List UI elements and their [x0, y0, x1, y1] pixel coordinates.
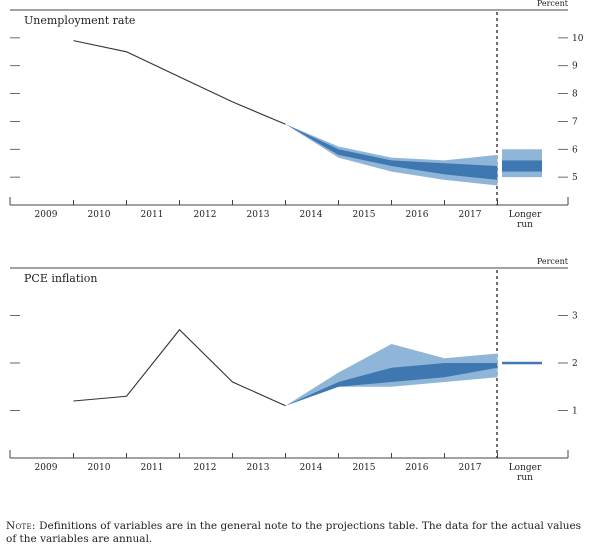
central-tendency-band — [285, 363, 498, 406]
x-tick-label: 2012 — [194, 463, 217, 473]
figure-note: Note: Definitions of variables are in th… — [6, 520, 594, 546]
x-tick-label: Longer — [509, 210, 542, 220]
x-tick-label: 2010 — [88, 463, 111, 473]
x-tick-label: 2017 — [459, 463, 482, 473]
y-tick-label: 1 — [572, 407, 578, 417]
y-tick-label: 5 — [572, 173, 578, 183]
y-tick-label: 10 — [572, 34, 584, 44]
unit-label: Percent — [537, 0, 569, 8]
chart-panel-2: Percent PCE inflation 2009 2010 2011 2012 2013… — [9, 257, 578, 483]
y-tick-label: 6 — [572, 145, 578, 155]
y-tick-label: 2 — [572, 359, 578, 369]
projection-figure: Percent Unemployment rate 2009 2010 2011 2012… — [9, 0, 584, 483]
longer-run-central-tendency — [502, 362, 542, 365]
y-tick-label: 9 — [572, 62, 578, 72]
x-tick-label: 2011 — [141, 463, 164, 473]
x-tick-label: 2014 — [300, 210, 323, 220]
x-tick-label: 2009 — [35, 210, 58, 220]
actual-line — [73, 328, 286, 407]
x-tick-label: 2015 — [353, 210, 376, 220]
x-tick-label: 2016 — [406, 210, 429, 220]
x-tick-label: 2012 — [194, 210, 217, 220]
y-tick-label: 7 — [572, 117, 578, 127]
x-tick-label: 2013 — [247, 463, 270, 473]
panel-title: PCE inflation — [24, 272, 98, 285]
panel-title: Unemployment rate — [24, 14, 135, 27]
x-tick-label: 2016 — [406, 463, 429, 473]
x-tick-label: 2017 — [459, 210, 482, 220]
x-tick-label: run — [517, 473, 533, 483]
x-tick-label: 2010 — [88, 210, 111, 220]
y-tick-label: 8 — [572, 90, 578, 100]
x-tick-label: 2014 — [300, 463, 323, 473]
x-tick-label: run — [517, 220, 533, 230]
unit-label: Percent — [537, 257, 569, 266]
x-tick-label: 2015 — [353, 463, 376, 473]
note-text: Definitions of variables are in the gene… — [6, 520, 582, 545]
x-tick-label: Longer — [509, 463, 542, 473]
central-tendency-band — [285, 124, 498, 180]
x-tick-label: 2009 — [35, 463, 58, 473]
note-lead: Note: — [6, 520, 36, 532]
x-tick-label: 2013 — [247, 210, 270, 220]
x-tick-label: 2011 — [141, 210, 164, 220]
chart-panel-1: Percent Unemployment rate 2009 2010 2011 2012… — [9, 0, 584, 230]
longer-run-central-tendency — [502, 160, 542, 172]
actual-line — [73, 40, 286, 125]
y-tick-label: 3 — [572, 312, 578, 322]
